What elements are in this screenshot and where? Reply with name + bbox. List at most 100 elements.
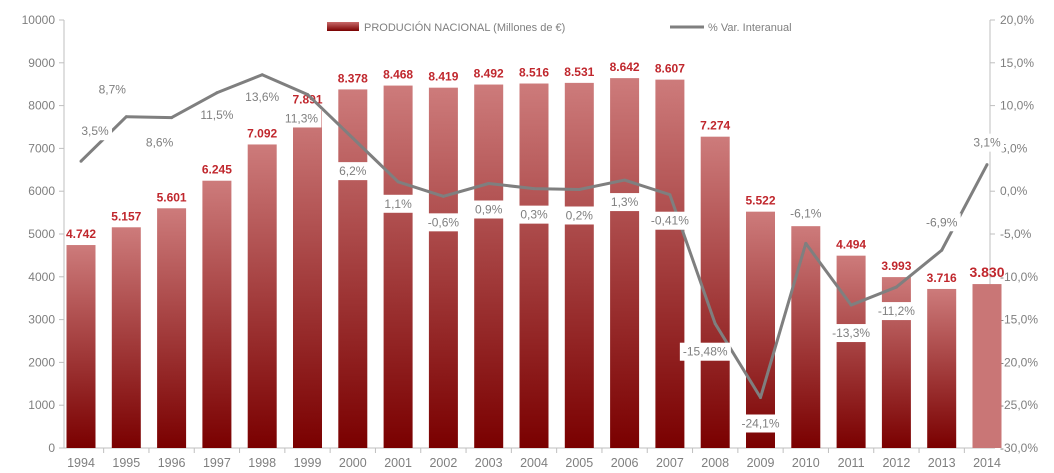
- x-axis-tick-label: 2014: [973, 456, 1001, 470]
- bar-1999: [293, 110, 322, 448]
- line-label-background: [242, 87, 283, 106]
- x-axis-tick-label: 2011: [838, 456, 865, 470]
- line-label-2005: 0,2%: [566, 208, 594, 222]
- left-axis-tick-label: 5000: [28, 227, 55, 241]
- x-axis-tick-label: 1999: [294, 456, 322, 470]
- bar-2001: [383, 85, 413, 448]
- line-label-1997: 11,5%: [200, 108, 233, 122]
- line-label-2007: -0,41%: [651, 214, 689, 228]
- right-axis-tick-label: 20,0%: [1000, 13, 1034, 27]
- x-axis-tick-label: 2005: [565, 456, 593, 470]
- right-axis-tick-label: 10,0%: [1000, 99, 1034, 113]
- x-axis-tick-label: 2006: [611, 456, 639, 470]
- left-axis: 0 1000 2000 3000 4000 5000 6000 7000 8000 9000 100…: [22, 13, 65, 455]
- line-point-1999: [306, 92, 309, 96]
- line-label-background: [472, 200, 506, 219]
- x-axis-tick-label: 2002: [429, 456, 457, 470]
- line-label-background: [381, 194, 416, 213]
- bar-label-2008: 7.274: [700, 119, 730, 133]
- line-labels: 3,5% 8,7% 8,6% 11,5% 13,6% 11,3% 6,2% 1,1% -0,6%…: [78, 80, 1005, 433]
- legend-label-production: PRODUCIÓN NACIONAL (Millones de €): [364, 21, 565, 34]
- x-axis-tick-label: 2000: [339, 456, 367, 470]
- left-axis-tick-label: 8000: [28, 99, 55, 113]
- line-point-2001: [396, 180, 400, 184]
- bar-2000: [338, 89, 368, 448]
- x-axis-tick-label: 2010: [792, 456, 820, 470]
- line-label-2006: 1,3%: [611, 195, 639, 209]
- line-point-2000: [351, 136, 355, 140]
- bar-2011: [836, 255, 866, 448]
- right-axis-tick-label: -5,0%: [1000, 227, 1032, 241]
- bar-2002: [428, 87, 458, 448]
- line-label-background: [78, 122, 113, 141]
- left-axis-tick-label: 9000: [28, 56, 55, 70]
- x-axis-tick-label: 1996: [158, 456, 186, 470]
- bar-label-2009: 5.522: [745, 194, 775, 208]
- bar-2009: [746, 211, 775, 448]
- line-point-2010: [804, 241, 808, 245]
- bar-2004: [519, 83, 549, 448]
- line-label-background: [787, 204, 825, 223]
- bar-1998: [247, 144, 277, 448]
- bar-label-2013: 3.716: [927, 271, 957, 285]
- line-point-2003: [487, 181, 491, 185]
- x-axis-tick-label: 1995: [112, 456, 140, 470]
- x-axis-tick-label: 2008: [701, 456, 729, 470]
- bar-1994: [66, 245, 96, 448]
- x-axis-tick-label: 2007: [656, 456, 684, 470]
- line-label-background: [679, 342, 731, 361]
- bar-1996: [157, 208, 187, 448]
- line-label-background: [281, 109, 322, 128]
- line-label-2014: 3,1%: [973, 136, 1001, 150]
- line-label-2011: -13,3%: [832, 326, 870, 340]
- bar-label-1996: 5.601: [157, 190, 187, 204]
- left-axis-tick-label: 7000: [28, 141, 55, 155]
- line-label-background: [970, 133, 1005, 152]
- bar-1995: [111, 227, 141, 448]
- right-axis-tick-label: 15,0%: [1000, 56, 1034, 70]
- line-label-1998: 13,6%: [245, 90, 279, 104]
- line-label-background: [647, 211, 693, 230]
- line-label-2008: -15,48%: [683, 345, 728, 359]
- line-label-1996: 8,6%: [146, 136, 174, 150]
- line-point-2004: [532, 187, 536, 191]
- line-label-2012: -11,2%: [878, 304, 915, 318]
- right-axis-tick-label: -10,0%: [1000, 270, 1038, 284]
- line-point-1995: [124, 115, 128, 119]
- bar-label-2007: 8.607: [655, 62, 685, 76]
- left-axis-tick-label: 4000: [28, 270, 55, 284]
- line-label-background: [424, 213, 463, 232]
- x-axis-tick-label: 1998: [248, 456, 276, 470]
- bar-2006: [610, 78, 640, 448]
- line-label-2003: 0,9%: [475, 202, 503, 216]
- line-point-2009: [759, 395, 762, 399]
- line-point-2014: [985, 163, 989, 167]
- x-axis-tick-label: 1994: [67, 456, 95, 470]
- right-axis-tick-label: 5,0%: [1000, 141, 1028, 155]
- line-point-2008: [713, 322, 717, 326]
- line-label-2009: -24,1%: [741, 416, 779, 430]
- line-label-background: [923, 213, 961, 232]
- left-axis-tick-label: 2000: [28, 355, 55, 369]
- line-point-1997: [215, 91, 219, 95]
- bar-label-2000: 8.378: [338, 71, 368, 85]
- line-label-background: [874, 302, 919, 321]
- right-axis-tick-label: -20,0%: [1000, 355, 1038, 369]
- line-label-background: [197, 105, 237, 124]
- line-label-2002: -0,6%: [428, 215, 460, 229]
- bar-label-2001: 8.468: [383, 68, 413, 82]
- line-label-2000: 6,2%: [339, 164, 367, 178]
- right-axis-tick-label: -30,0%: [1000, 441, 1038, 455]
- bar-label-2006: 8.642: [610, 60, 640, 74]
- bar-2013: [927, 288, 957, 448]
- line-label-1995: 8,7%: [99, 83, 127, 97]
- line-series: [79, 73, 989, 399]
- left-axis-tick-label: 10000: [22, 13, 56, 27]
- left-axis-tick-label: 0: [48, 441, 55, 455]
- line-label-background: [829, 324, 874, 343]
- legend-swatch-production: [327, 22, 359, 31]
- bar-2014: [972, 284, 1002, 448]
- bar-label-2014: 3.830: [969, 264, 1004, 280]
- left-axis-tick-label: 6000: [28, 184, 55, 198]
